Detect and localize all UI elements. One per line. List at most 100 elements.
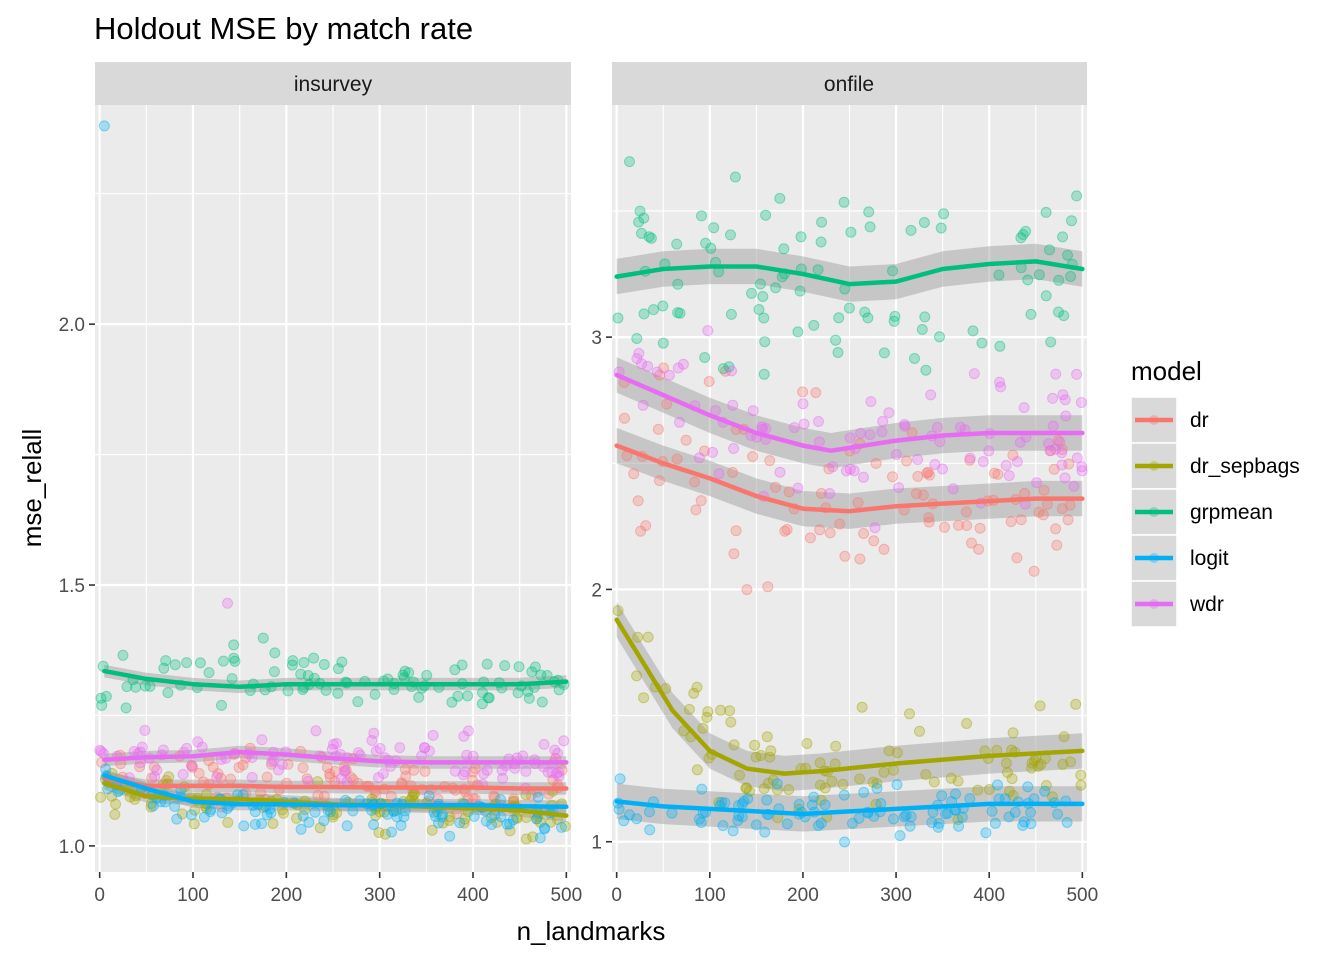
x-tick-label: 300 [364,885,396,906]
data-point-dr_sepbags [883,745,895,757]
data-point-dr_sepbags [109,809,121,820]
data-point-wdr [813,436,825,448]
data-point-dr [266,758,277,770]
data-point-wdr [549,744,561,756]
data-point-wdr [302,775,314,787]
data-point-dr [324,771,336,783]
legend-key-point-grpmean [1149,507,1159,517]
data-point-grpmean [696,210,707,222]
data-point-grpmean [397,669,409,681]
data-point-dr_sepbags [952,775,964,787]
data-point-dr_sepbags [1040,780,1052,791]
data-point-logit [495,794,506,805]
data-point-wdr [1059,472,1071,484]
data-point-dr [1045,445,1057,456]
data-point-logit [719,797,731,809]
data-point-wdr [637,399,649,411]
data-point-grpmean [919,311,931,323]
data-point-dr_sepbags [491,816,503,828]
confidence-band-dr_sepbags [616,602,1083,792]
data-point-grpmean [523,692,535,704]
data-point-dr_sepbags [267,818,279,829]
data-point-grpmean [729,171,741,183]
legend-label-logit: logit [1190,547,1229,570]
data-point-wdr [276,759,288,770]
data-point-dr [408,764,420,776]
data-point-dr_sepbags [222,817,234,828]
data-point-dr_sepbags [485,812,497,824]
data-point-dr [703,376,715,387]
data-point-wdr [636,358,648,370]
data-point-grpmean [318,659,330,670]
data-point-logit [1022,781,1034,793]
data-point-logit [391,811,403,823]
data-point-logit [186,809,197,821]
data-point-dr [1062,514,1074,526]
data-point-logit [980,827,992,839]
data-point-dr_sepbags [1075,769,1087,781]
data-point-wdr [899,420,911,432]
data-point-dr [923,516,935,528]
data-point-dr_sepbags [801,738,813,749]
data-point-wdr [478,768,490,780]
data-point-wdr [1049,443,1061,455]
data-point-grpmean [887,265,898,277]
data-point-grpmean [269,647,281,659]
data-point-logit [815,817,827,829]
data-point-dr_sepbags [1035,758,1047,770]
data-point-dr_sepbags [749,739,761,751]
data-point-dr [912,470,924,482]
data-point-dr [1063,458,1075,470]
data-point-dr [770,481,781,493]
data-point-dr_sepbags [734,769,746,781]
data-point-logit [347,805,359,817]
data-point-dr [854,553,866,565]
data-point-dr [762,581,774,593]
data-point-dr_sepbags [1058,731,1070,743]
data-point-logit [538,822,550,834]
data-point-dr [921,467,933,479]
data-point-dr [720,365,731,377]
data-point-logit [1025,818,1037,830]
data-point-logit [318,815,330,827]
data-point-dr [953,519,964,531]
data-point-grpmean [816,216,828,228]
data-point-dr [741,584,753,596]
data-point-dr [797,386,809,398]
data-point-dr_sepbags [814,757,826,769]
data-point-grpmean [96,699,108,711]
data-point-dr [134,761,146,773]
data-point-wdr [94,744,106,756]
data-point-dr [385,790,397,802]
data-point-dr [910,488,922,500]
data-point-dr_sepbags [95,791,107,803]
data-point-dr_sepbags [188,818,200,830]
data-point-dr_sepbags [1070,698,1082,710]
x-tick-label: 200 [787,885,819,906]
data-point-dr [966,537,977,549]
data-point-grpmean [286,659,298,671]
data-point-wdr [151,764,163,776]
data-point-grpmean [657,337,669,349]
data-point-wdr [1059,394,1071,406]
data-point-grpmean [863,206,875,218]
data-point-logit [964,793,976,805]
data-point-grpmean [282,685,294,697]
data-point-wdr [827,461,839,473]
data-point-grpmean [1045,336,1057,348]
data-point-wdr [1071,368,1083,380]
data-point-dr_sepbags [762,777,774,789]
data-point-dr [727,467,739,478]
data-point-dr_sepbags [559,820,571,832]
data-point-grpmean [859,306,871,318]
data-point-grpmean [754,278,766,290]
data-point-grpmean [1071,190,1083,202]
data-point-logit [1052,808,1064,820]
smooth-lines-insurvey [102,668,569,818]
data-point-wdr [196,741,208,753]
data-point-dr [878,543,890,555]
data-point-wdr [642,360,654,372]
data-point-dr_sepbags [632,631,644,643]
data-point-logit [868,810,880,822]
